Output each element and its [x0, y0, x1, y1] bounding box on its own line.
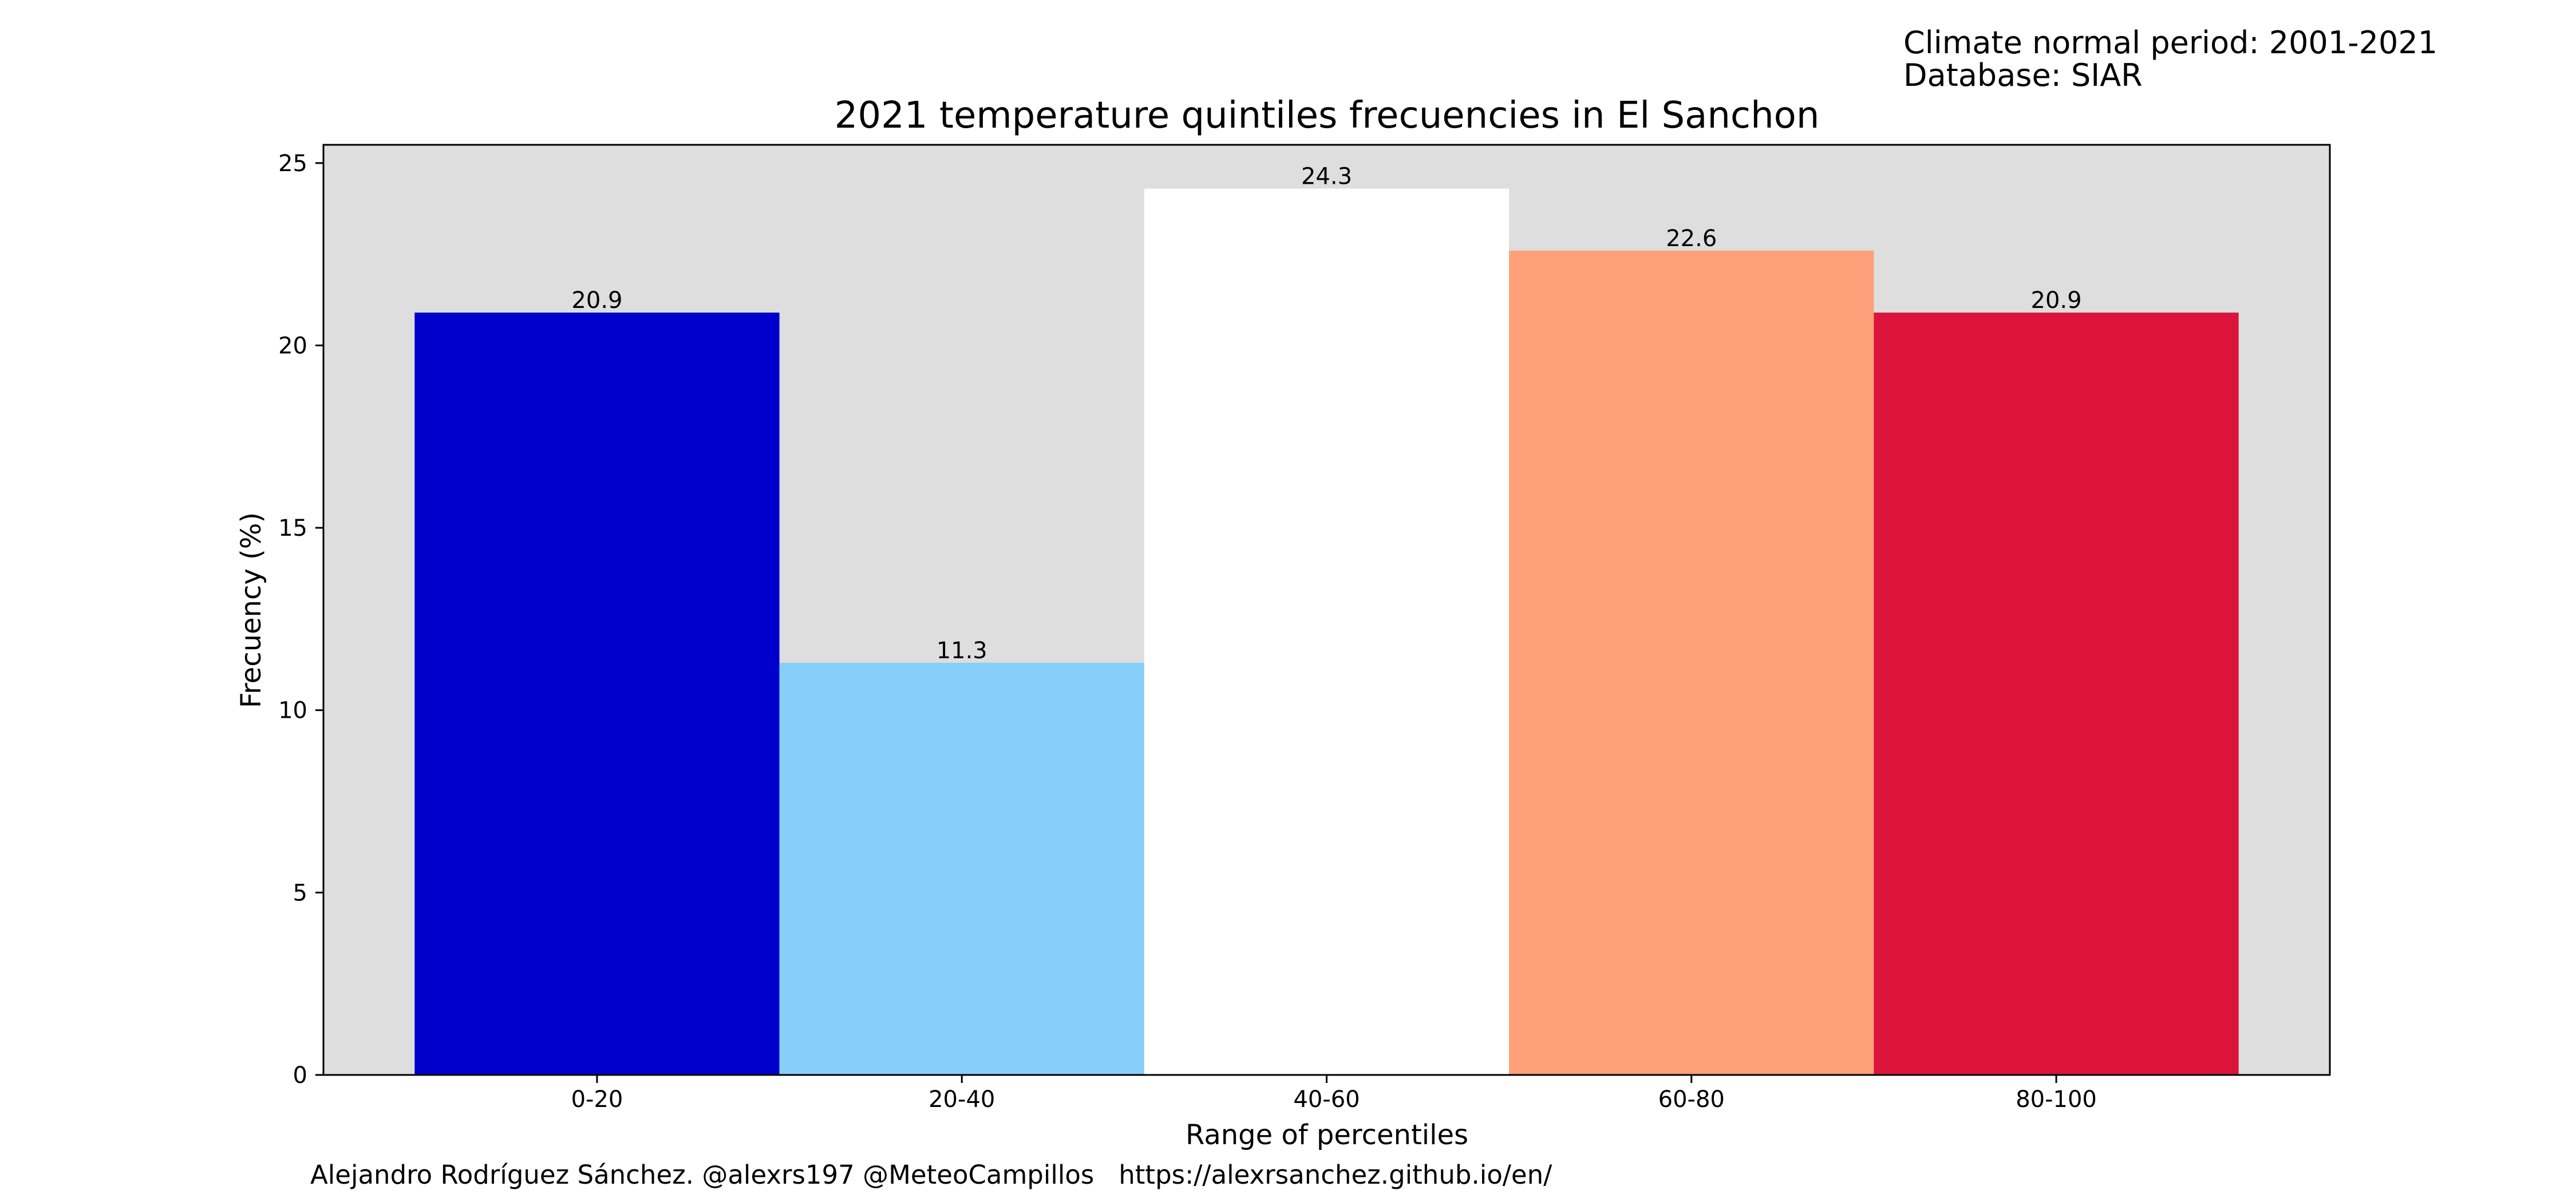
bar-60-80 [1509, 250, 1874, 1075]
bar-value-label: 20.9 [2031, 287, 2082, 314]
chart-title: 2021 temperature quintiles frecuencies i… [835, 94, 1820, 137]
bar-value-label: 20.9 [571, 287, 622, 314]
y-axis: 0 5 10 15 20 25 [278, 151, 323, 1089]
y-tick-label: 25 [278, 151, 307, 177]
bar-80-100 [1874, 313, 2239, 1076]
x-axis: 0-20 20-40 40-60 60-80 80-100 [571, 1075, 2097, 1113]
bar-value-label: 11.3 [937, 638, 987, 664]
bar-40-60 [1144, 188, 1510, 1075]
author-credit: Alejandro Rodríguez Sánchez. @alexrs197 … [310, 1160, 1552, 1190]
x-tick-label: 60-80 [1658, 1086, 1725, 1113]
x-tick-label: 80-100 [2016, 1086, 2097, 1113]
y-axis-title: Frecuency (%) [235, 512, 267, 708]
y-tick-label: 20 [278, 333, 307, 359]
bar-value-label: 24.3 [1301, 163, 1352, 189]
bar-value-labels: 20.9 11.3 24.3 22.6 20.9 [571, 163, 2081, 663]
x-tick-label: 40-60 [1293, 1086, 1360, 1113]
y-tick-label: 5 [293, 880, 307, 906]
bar-value-label: 22.6 [1666, 226, 1717, 252]
database-note: Database: SIAR [1903, 57, 2143, 93]
bars [414, 188, 2239, 1076]
x-axis-title: Range of percentiles [1186, 1119, 1468, 1151]
bar-20-40 [779, 662, 1144, 1075]
bar-0-20 [414, 313, 780, 1076]
y-tick-label: 15 [278, 515, 307, 541]
x-tick-label: 0-20 [571, 1086, 623, 1113]
y-tick-label: 10 [278, 698, 307, 724]
climate-period-note: Climate normal period: 2001-2021 [1903, 25, 2437, 61]
y-tick-label: 0 [293, 1062, 307, 1089]
x-tick-label: 20-40 [929, 1086, 995, 1113]
